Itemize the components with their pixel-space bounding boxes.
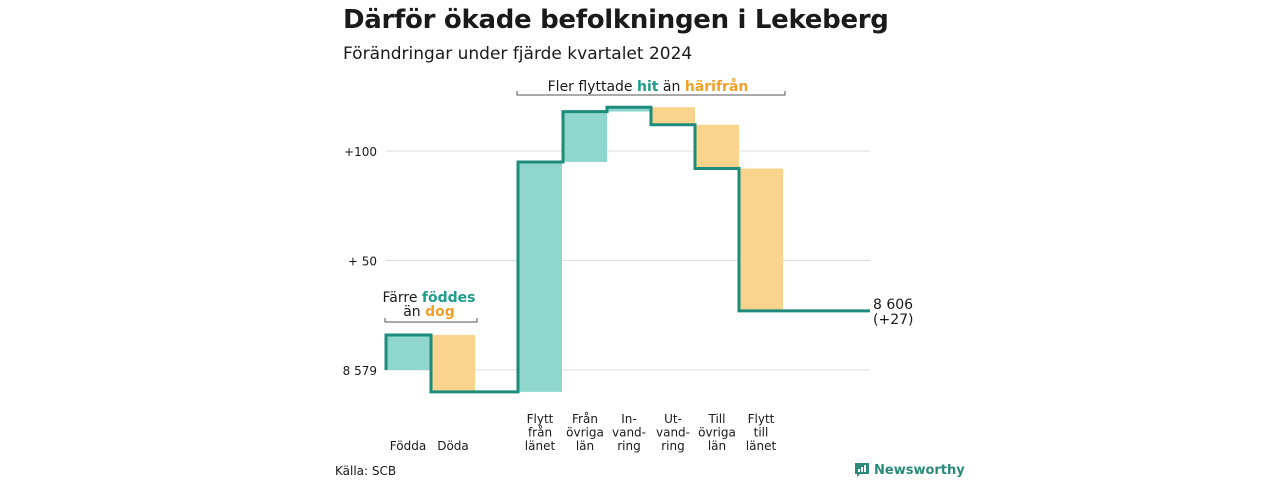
annotation-left-bracket — [384, 318, 478, 323]
brand-name: Newsworthy — [874, 462, 965, 478]
bar-4 — [607, 107, 651, 112]
source-note: Källa: SCB — [335, 464, 397, 478]
bar-7 — [739, 168, 783, 311]
annotation-top: Fler flyttade hit än härifrån — [548, 78, 749, 95]
chart-subtitle: Förändringar under fjärde kvartalet 2024 — [343, 44, 693, 64]
y-tick-label-2: +100 — [344, 145, 377, 159]
annotation-left-line2: än dog — [403, 304, 455, 320]
annotation-top-bracket — [516, 91, 786, 96]
bar-2 — [518, 161, 562, 392]
x-tick-labels: Födda Döda Flytt från länet Från övriga länIn-v… — [390, 412, 777, 453]
newsworthy-icon — [855, 463, 869, 477]
bar-1 — [431, 334, 475, 392]
x-tick-label-2: Flytt från länet — [525, 412, 556, 453]
brand-logo: Newsworthy — [854, 462, 965, 478]
bar-0 — [386, 334, 430, 370]
x-tick-label-0: Födda — [390, 439, 426, 453]
bar-6 — [695, 124, 739, 169]
y-tick-label-1: + 50 — [348, 255, 377, 269]
bar-3 — [563, 111, 607, 162]
bars — [386, 107, 783, 392]
x-tick-label-1: Döda — [437, 439, 469, 453]
x-tick-label-4: In-vand-ring — [612, 412, 646, 453]
y-tick-label-0: 8 579 — [343, 364, 377, 378]
chart-title: Därför ökade befolkningen i Lekeberg — [343, 5, 889, 35]
x-tick-label-6: Till övriga län — [698, 412, 736, 453]
x-tick-label-3: Från övriga län — [566, 412, 604, 453]
x-tick-label-5: Ut-vand-ring — [656, 412, 690, 453]
bar-5 — [651, 107, 695, 125]
step-line-path — [384, 105, 870, 394]
step-line — [384, 105, 870, 394]
end-value-label: 8 606 — [873, 297, 913, 313]
x-tick-label-7: Flytt till länet — [746, 412, 777, 453]
annotation-left-line1: Färre föddes — [383, 290, 476, 306]
end-change-label: (+27) — [873, 312, 913, 328]
y-tick-labels: 8 579 + 50 +100 — [343, 145, 377, 378]
